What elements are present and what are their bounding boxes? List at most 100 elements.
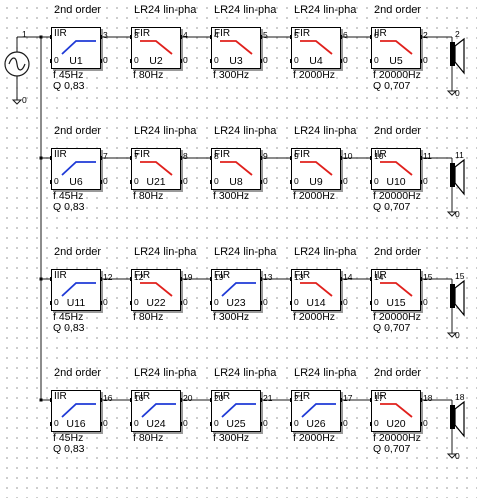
output-pin-number: 6	[343, 30, 348, 40]
frequency-label: f 45Hz	[53, 190, 84, 202]
speaker-node-label: 18	[455, 392, 465, 402]
highpass-response-icon	[221, 282, 256, 297]
output-pin-number: 5	[263, 30, 268, 40]
block-title: LR24 lin-pha	[294, 4, 357, 16]
output-ground-number: 0	[343, 55, 348, 65]
block-name-label: U4	[309, 55, 323, 67]
row1-bus-junction	[39, 156, 43, 160]
filter-block-u15: IIR U15	[371, 269, 421, 311]
filter-block-u8: FIR U8	[211, 148, 261, 190]
output-pin-number: 20	[183, 393, 193, 403]
speaker-ground-label: 0	[455, 88, 460, 98]
block-name-label: U20	[386, 418, 406, 430]
block-title: LR24 lin-pha	[134, 125, 197, 137]
block-name-label: U24	[146, 418, 166, 430]
ground-pin-number: 0	[294, 297, 299, 307]
output-pin-number: 16	[103, 393, 113, 403]
input-pin-number: 8	[214, 151, 219, 161]
filter-type-label: IIR	[374, 391, 387, 402]
block-name-label: U5	[389, 55, 403, 67]
frequency-label: f 2000Hz	[293, 69, 336, 81]
filter-type-label: FIR	[134, 149, 151, 160]
block-name-label: U26	[306, 418, 326, 430]
output-pin-number: 10	[343, 151, 353, 161]
highpass-response-icon	[301, 403, 336, 418]
block-title: LR24 lin-pha	[134, 246, 197, 258]
output-ground-number: 0	[343, 176, 348, 186]
ground-pin-number: 0	[214, 176, 219, 186]
speaker-ground-label: 0	[455, 330, 460, 340]
filter-block-u4: FIR U4	[291, 27, 341, 69]
filter-block-u25: FIR U25	[211, 390, 261, 432]
block-name-label: U1	[69, 55, 83, 67]
ground-pin-number: 0	[374, 418, 379, 428]
frequency-label: f 2000Hz	[293, 311, 336, 323]
block-name-label: U9	[309, 176, 323, 188]
ground-pin-number: 0	[374, 297, 379, 307]
lowpass-response-icon	[380, 403, 413, 418]
filter-type-label: FIR	[214, 270, 231, 281]
highpass-response-icon	[61, 403, 96, 418]
block-title: 2nd order	[374, 125, 422, 137]
frequency-label: f 20000Hz	[373, 311, 421, 323]
filter-block-u6: IIR U6	[51, 148, 101, 190]
lowpass-response-icon	[220, 40, 253, 55]
output-ground-number: 0	[103, 55, 108, 65]
input-pin-number: 20	[214, 393, 224, 403]
input-pin-number: 9	[294, 151, 299, 161]
ground-pin-number: 0	[134, 55, 139, 65]
filter-block-u9: FIR U9	[291, 148, 341, 190]
ground-pin-number: 0	[134, 297, 139, 307]
block-title: LR24 lin-pha	[134, 4, 197, 16]
filter-type-label: FIR	[294, 28, 311, 39]
q-factor-label: Q 0,707	[373, 201, 411, 213]
source-ground-icon	[11, 99, 23, 105]
highpass-response-icon	[61, 282, 96, 297]
filter-type-label: FIR	[294, 149, 311, 160]
frequency-label: f 20000Hz	[373, 69, 421, 81]
frequency-label: f 300Hz	[213, 432, 250, 444]
input-pin-number: 7	[134, 151, 139, 161]
block-name-label: U11	[66, 297, 86, 309]
filter-type-label: IIR	[54, 28, 67, 39]
output-pin-number: 18	[423, 393, 433, 403]
output-pin-number: 17	[343, 393, 353, 403]
output-pin-number: 11	[423, 151, 432, 161]
lowpass-response-icon	[380, 40, 413, 55]
ground-pin-number: 0	[214, 297, 219, 307]
speaker-icon	[454, 37, 465, 75]
ground-pin-number: 0	[134, 418, 139, 428]
speaker-ground-label: 0	[455, 451, 460, 461]
sine-wave-icon	[8, 57, 26, 71]
output-ground-number: 0	[263, 418, 268, 428]
input-pin-number: 16	[134, 393, 144, 403]
output-pin-number: 3	[103, 30, 108, 40]
input-pin-number: 21	[294, 393, 304, 403]
filter-block-u26: FIR U26	[291, 390, 341, 432]
ground-pin-number: 0	[54, 55, 59, 65]
frequency-label: f 20000Hz	[373, 432, 421, 444]
ground-pin-number: 0	[54, 176, 59, 186]
speaker-ground-icon	[446, 90, 458, 96]
speaker-ground-icon	[446, 453, 458, 459]
input-pin-number: 13	[294, 272, 304, 282]
lowpass-response-icon	[380, 282, 413, 297]
filter-block-u11: IIR U11	[51, 269, 101, 311]
q-factor-label: Q 0,707	[373, 322, 411, 334]
block-title: 2nd order	[54, 246, 102, 258]
filter-type-label: FIR	[214, 391, 231, 402]
ground-pin-number: 0	[294, 176, 299, 186]
filter-type-label: FIR	[294, 270, 311, 281]
output-pin-number: 21	[263, 393, 273, 403]
output-pin-number: 7	[103, 151, 108, 161]
frequency-label: f 300Hz	[213, 69, 250, 81]
q-factor-label: Q 0,83	[53, 80, 85, 92]
speaker-icon	[454, 279, 465, 317]
block-name-label: U2	[149, 55, 163, 67]
ground-pin-number: 0	[54, 297, 59, 307]
speaker-node-label: 2	[455, 29, 460, 39]
output-ground-number: 0	[423, 176, 428, 186]
q-factor-label: Q 0,83	[53, 322, 85, 334]
input-pin-number: 5	[294, 30, 299, 40]
